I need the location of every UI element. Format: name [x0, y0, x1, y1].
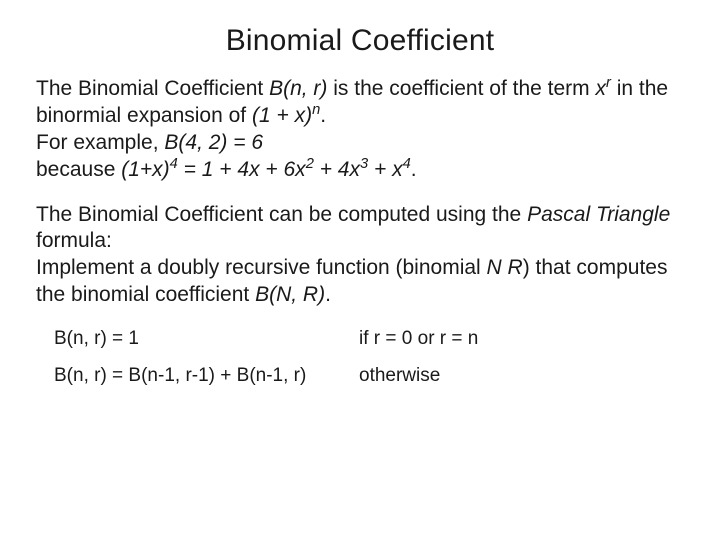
formula-block: B(n, r) = 1 if r = 0 or r = n B(n, r) = …	[36, 327, 684, 388]
formula-row-2: B(n, r) = B(n-1, r-1) + B(n-1, r) otherw…	[54, 364, 684, 389]
expr-bnr: B(n, r)	[269, 77, 327, 100]
text: .	[411, 158, 417, 181]
formula-2-right: otherwise	[359, 364, 684, 389]
sup-4: 4	[170, 156, 178, 172]
text: .	[325, 283, 331, 306]
text: The Binomial Coefficient can be computed…	[36, 203, 527, 226]
formula-1-right: if r = 0 or r = n	[359, 327, 684, 352]
expr-plusx: + x	[368, 158, 402, 181]
sup-2: 2	[306, 156, 314, 172]
paragraph-1: The Binomial Coefficient B(n, r) is the …	[36, 76, 684, 184]
cond-rn: r = n	[440, 328, 479, 349]
text: if	[359, 328, 374, 349]
text: For example,	[36, 131, 164, 154]
expr-example: B(4, 2) = 6	[164, 131, 263, 154]
sup-4b: 4	[403, 156, 411, 172]
cond-r0: r = 0	[374, 328, 413, 349]
expr-NR: N R	[487, 256, 523, 279]
page-title: Binomial Coefficient	[36, 24, 684, 58]
text: is the coefficient of the term	[327, 77, 595, 100]
text: formula:	[36, 229, 112, 252]
text: .	[320, 104, 326, 127]
sup-3: 3	[360, 156, 368, 172]
text: The Binomial Coefficient	[36, 77, 269, 100]
pascal-triangle: Pascal Triangle	[527, 203, 670, 226]
expr-x: x	[595, 77, 606, 100]
formula-row-1: B(n, r) = 1 if r = 0 or r = n	[54, 327, 684, 352]
expr-plus4x: + 4x	[314, 158, 360, 181]
text: because	[36, 158, 121, 181]
expr-BNR: B(N, R)	[255, 283, 325, 306]
paragraph-2: The Binomial Coefficient can be computed…	[36, 202, 684, 310]
formula-2-left: B(n, r) = B(n-1, r-1) + B(n-1, r)	[54, 364, 359, 389]
text: Implement a doubly recursive function (b…	[36, 256, 487, 279]
text: or	[412, 328, 439, 349]
expr-1plusx: (1 + x)	[252, 104, 312, 127]
expr-1plusx-2: (1+x)	[121, 158, 169, 181]
formula-1-left: B(n, r) = 1	[54, 327, 359, 352]
expr-expand: = 1 + 4x + 6x	[178, 158, 306, 181]
